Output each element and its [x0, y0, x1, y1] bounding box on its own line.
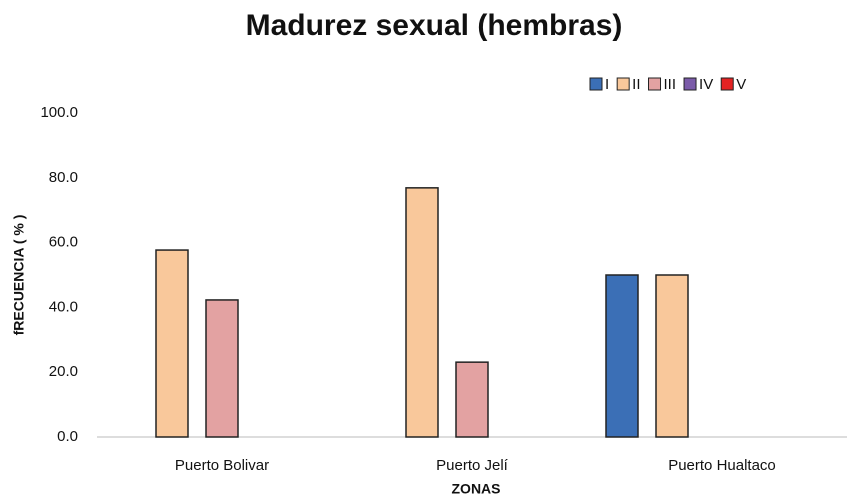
y-tick-label: 100.0: [40, 104, 78, 121]
y-axis-title: fRECUENCIA ( % ): [11, 215, 27, 336]
y-tick-label: 60.0: [49, 234, 78, 251]
legend-label: II: [632, 76, 640, 93]
legend-swatch: [720, 77, 734, 91]
y-tick-label: 0.0: [57, 428, 78, 445]
legend-label: V: [736, 76, 746, 93]
chart-title: Madurez sexual (hembras): [246, 9, 623, 42]
bar: [205, 299, 239, 438]
bar: [455, 361, 489, 438]
legend-label: IV: [699, 76, 713, 93]
bar: [605, 274, 639, 438]
y-tick-label: 40.0: [49, 298, 78, 315]
legend-swatch: [648, 77, 662, 91]
legend-swatch: [683, 77, 697, 91]
y-tick-label: 80.0: [49, 169, 78, 186]
legend-label: I: [605, 76, 609, 93]
legend-swatch: [616, 77, 630, 91]
x-tick-label: Puerto Jelí: [436, 457, 509, 474]
legend-label: III: [664, 76, 677, 93]
x-axis-title: ZONAS: [452, 481, 501, 497]
bar: [405, 187, 439, 438]
legend-swatch: [589, 77, 603, 91]
x-tick-label: Puerto Bolivar: [175, 457, 269, 474]
y-tick-label: 20.0: [49, 363, 78, 380]
bar: [655, 274, 689, 438]
bar: [155, 249, 189, 438]
x-tick-label: Puerto Hualtaco: [668, 457, 776, 474]
